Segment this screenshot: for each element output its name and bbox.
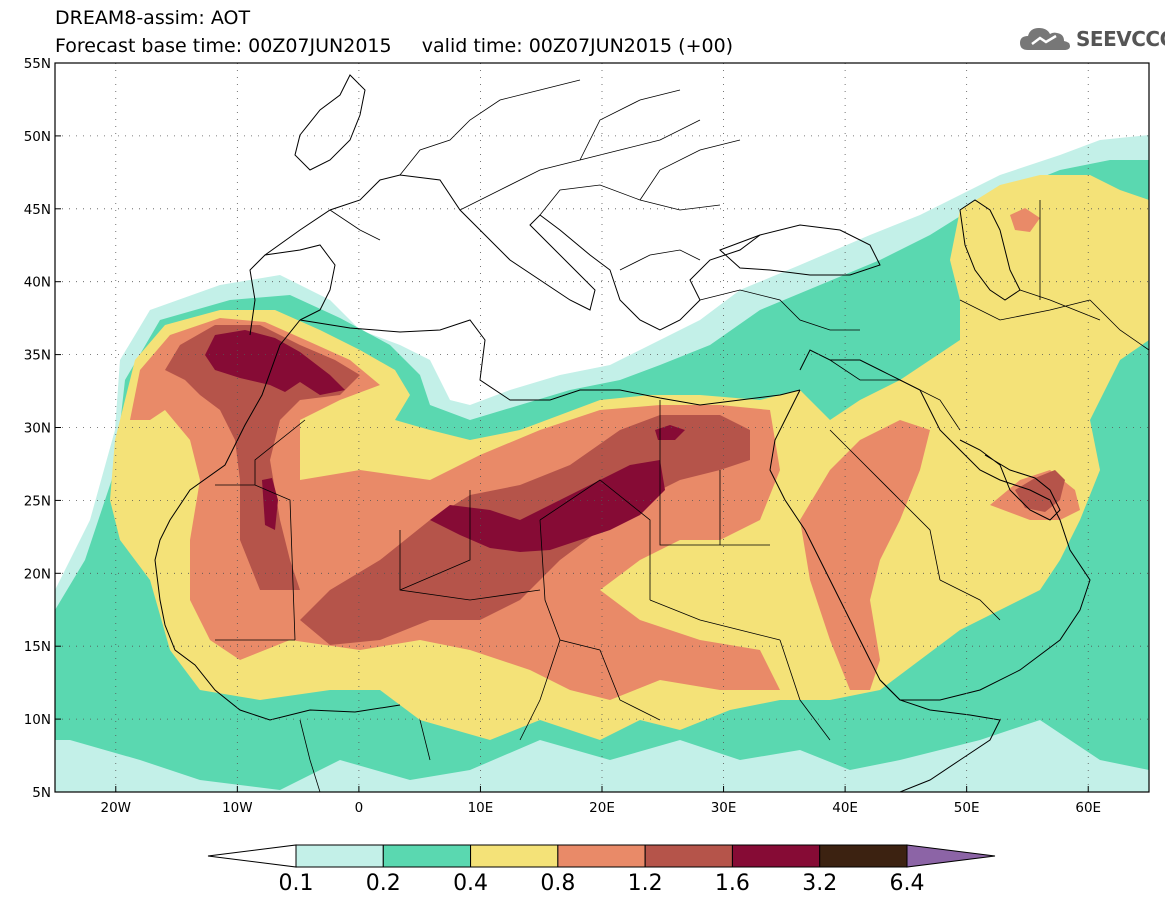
lat-tick-label: 10N [24, 712, 51, 728]
seevccc-logo: SEEVCCC [1018, 24, 1165, 54]
coastline-west-africa [154, 319, 401, 721]
colorbar-label: 0.4 [453, 871, 489, 896]
lat-tick-label: 55N [24, 56, 51, 72]
colorbar-box [470, 844, 559, 868]
coastline-north-africa [299, 319, 801, 406]
aot-level-0.8-east [800, 420, 930, 690]
colorbar-label: 0.2 [365, 871, 401, 896]
lat-tick-label: 40N [24, 275, 51, 291]
lat-tick-label: 30N [24, 421, 51, 437]
coastline-horn-africa [879, 679, 1001, 792]
colorbar-box [731, 844, 821, 868]
colorbar-under-triangle [207, 844, 297, 868]
aot-level-1.6-strip [262, 478, 278, 530]
colorbar-box [819, 844, 908, 868]
lat-tick-label: 25N [24, 493, 51, 509]
aot-level-1.6-central [430, 460, 665, 552]
lon-tick-label: 60E [1075, 800, 1101, 816]
coastlines-borders [154, 74, 1149, 792]
lon-tick-label: 0 [355, 800, 364, 816]
lon-tick-label: 20W [101, 800, 132, 816]
aot-level-0.8-caspian [1010, 208, 1040, 232]
cloud-icon [1020, 28, 1070, 50]
aot-level-1.6 [205, 330, 345, 395]
colorbar-label: 3.2 [802, 871, 838, 896]
coastline-uk [294, 74, 366, 171]
coastline-persian-gulf [959, 439, 1061, 521]
coastline-france-italy [264, 174, 761, 331]
lon-tick-label: 10W [222, 800, 253, 816]
aot-fields [55, 135, 1149, 792]
lat-tick-label: 35N [24, 348, 51, 364]
title-times: Forecast base time: 00Z07JUN2015 valid t… [55, 35, 734, 57]
title-variable: DREAM8-assim: AOT [55, 7, 251, 29]
lat-tick-label: 50N [24, 129, 51, 145]
lon-tick-label: 40E [832, 800, 858, 816]
logo-text: SEEVCCC [1076, 27, 1165, 51]
lat-tick-label: 5N [32, 785, 51, 801]
colorbar-label: 1.2 [627, 871, 663, 896]
colorbar-box [382, 844, 472, 868]
lon-tick-label: 20E [589, 800, 615, 816]
colorbar-over-triangle [906, 844, 996, 868]
colorbar-label: 1.6 [714, 871, 750, 896]
axis-ticks: 5N 10N 15N 20N 25N 30N 35N 40N 45N 50N 55N 20W 10W 0 1… [24, 56, 1101, 816]
coastline-iberia [249, 244, 336, 336]
aot-level-1.6-north [655, 425, 685, 440]
lon-tick-label: 50E [954, 800, 980, 816]
aot-level-1.6-gulf [1015, 470, 1065, 512]
coastline-black-sea [719, 224, 881, 276]
colorbar-label: 0.8 [540, 871, 576, 896]
colorbar-label: 0.1 [278, 871, 314, 896]
border-lines [215, 79, 1149, 792]
lat-tick-label: 45N [24, 202, 51, 218]
lon-tick-label: 10E [468, 800, 494, 816]
colorbar-box [644, 844, 733, 868]
colorbar-label: 6.4 [889, 871, 925, 896]
colorbar-box [557, 844, 646, 868]
colorbar [207, 844, 996, 868]
lat-tick-label: 20N [24, 566, 51, 582]
aot-level-1.2 [165, 325, 360, 590]
coastline-caspian [959, 199, 1021, 301]
lon-tick-label: 30E [711, 800, 737, 816]
colorbar-box [295, 844, 384, 868]
gridlines [55, 63, 1149, 792]
lat-tick-label: 15N [24, 639, 51, 655]
